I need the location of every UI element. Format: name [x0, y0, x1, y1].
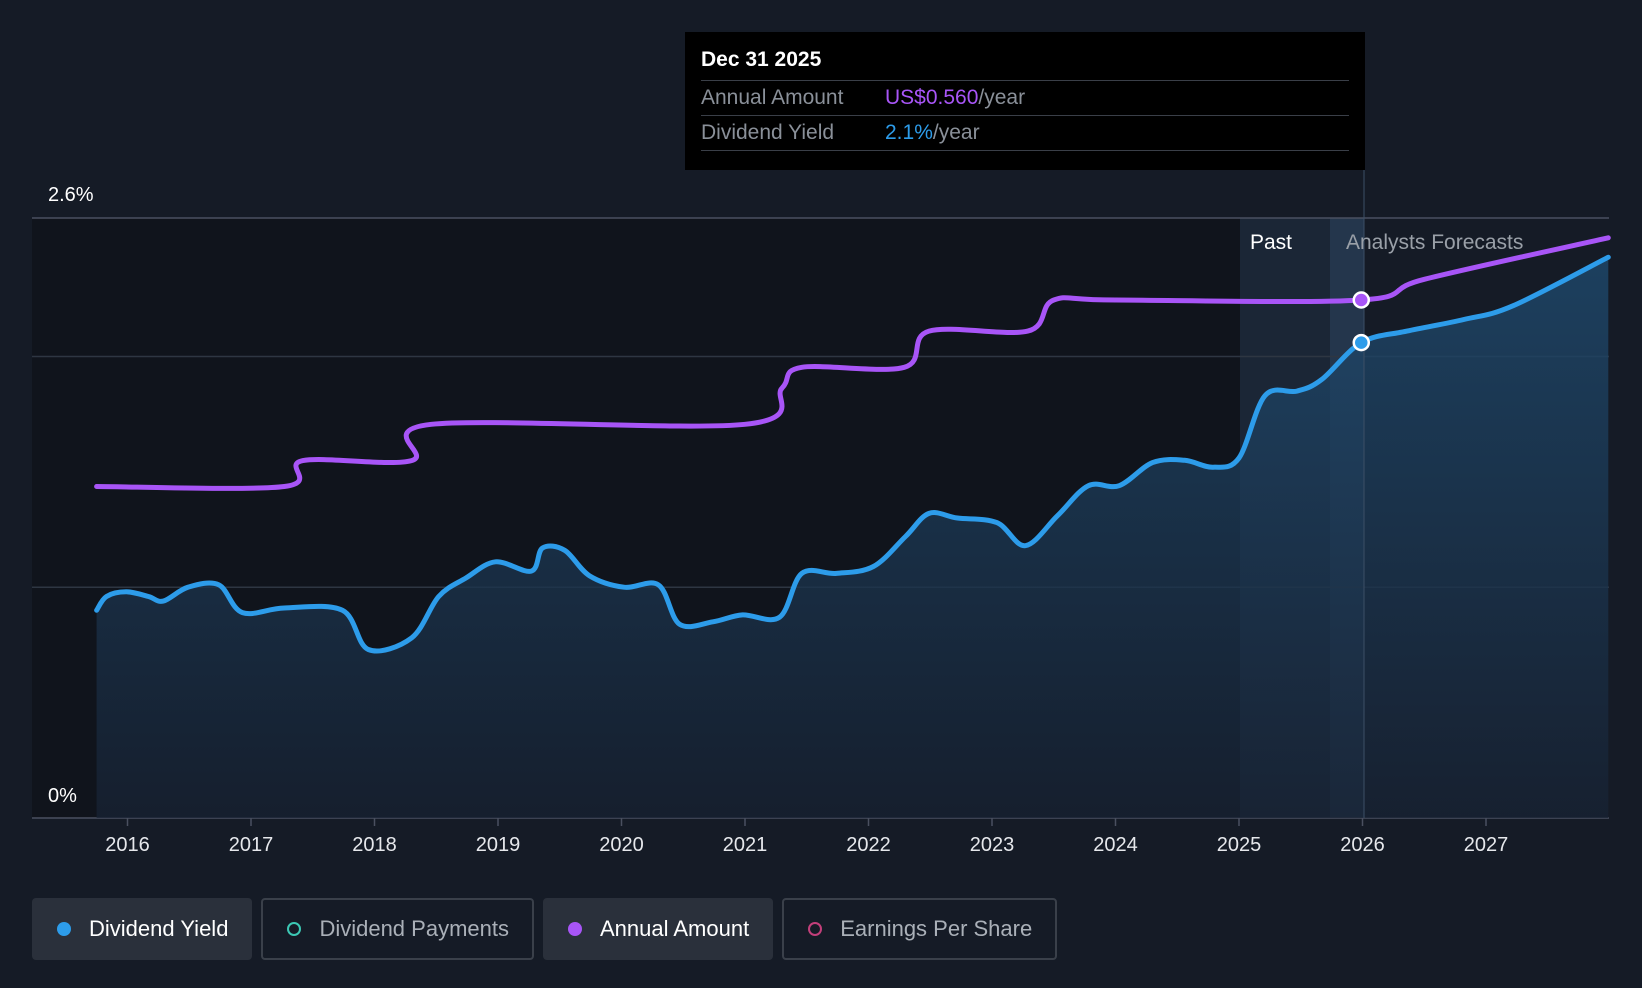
tooltip: Dec 31 2025 Annual Amount US$0.560/year … [685, 32, 1365, 170]
dividend-payments-dot-icon [287, 922, 302, 936]
x-tick-label-2020: 2020 [599, 834, 644, 856]
dividend-yield-area [96, 257, 1609, 818]
legend-earnings-per-share-button[interactable]: Earnings Per Share [782, 898, 1058, 960]
x-tick-label-2022: 2022 [846, 834, 891, 856]
yield-area [96, 257, 1609, 818]
legend-dividend-yield-button[interactable]: Dividend Yield [32, 898, 253, 960]
tooltip-dividend-yield-label: Dividend Yield [701, 121, 835, 144]
y-label-bottom: 0% [48, 785, 77, 807]
legend-dividend-payments-button[interactable]: Dividend Payments [261, 898, 534, 960]
x-tick-label-2019: 2019 [476, 834, 521, 856]
tooltip-annual-amount-unit: /year [978, 86, 1026, 109]
forecast-label: Analysts Forecasts [1346, 231, 1523, 254]
tooltip-date: Dec 31 2025 [701, 46, 1349, 81]
x-tick-label-2026: 2026 [1340, 834, 1385, 856]
dividend-yield-line [94, 254, 1611, 654]
hover-markers [1352, 291, 1371, 352]
legend-annual-amount-label: Annual Amount [599, 916, 750, 941]
dividend-yield-dot-icon [57, 922, 71, 936]
tooltip-row-annual-amount: Annual Amount US$0.560/year [701, 81, 1349, 116]
earnings-per-share-dot-icon [808, 922, 823, 936]
annual-amount-line [94, 235, 1611, 491]
tooltip-row-dividend-yield: Dividend Yield 2.1%/year [701, 116, 1349, 151]
dividend-yield-marker [1352, 333, 1371, 352]
y-label-top: 2.6% [48, 184, 94, 206]
legend-dividend-yield-label: Dividend Yield [89, 916, 229, 941]
x-axis: 2016 2017 2018 2019 2020 2021 2022 2023 2024 2025… [105, 818, 1508, 856]
legend: Dividend Yield Dividend Payments Annual … [32, 898, 1058, 960]
x-tick-label-2017: 2017 [229, 834, 274, 856]
x-tick-label-2016: 2016 [105, 834, 150, 856]
x-tick-label-2021: 2021 [723, 834, 768, 856]
x-tick-label-2025: 2025 [1217, 834, 1262, 856]
series-lines [94, 235, 1611, 654]
annual-amount-dot-icon [567, 922, 582, 936]
tooltip-dividend-yield-value: 2.1% [885, 121, 933, 144]
tooltip-annual-amount-label: Annual Amount [701, 86, 844, 109]
legend-annual-amount-button[interactable]: Annual Amount [542, 898, 774, 960]
legend-dividend-payments-label: Dividend Payments [319, 916, 509, 941]
tooltip-dividend-yield-unit: /year [932, 121, 980, 144]
x-tick-label-2023: 2023 [970, 834, 1015, 856]
x-tick-label-2027: 2027 [1464, 834, 1509, 856]
tooltip-annual-amount-value: US$0.560 [885, 86, 979, 109]
x-tick-label-2018: 2018 [352, 834, 397, 856]
annual-amount-marker [1352, 291, 1371, 309]
x-tick-label-2024: 2024 [1093, 834, 1138, 856]
legend-earnings-per-share-label: Earnings Per Share [840, 916, 1033, 941]
past-label: Past [1250, 231, 1292, 254]
